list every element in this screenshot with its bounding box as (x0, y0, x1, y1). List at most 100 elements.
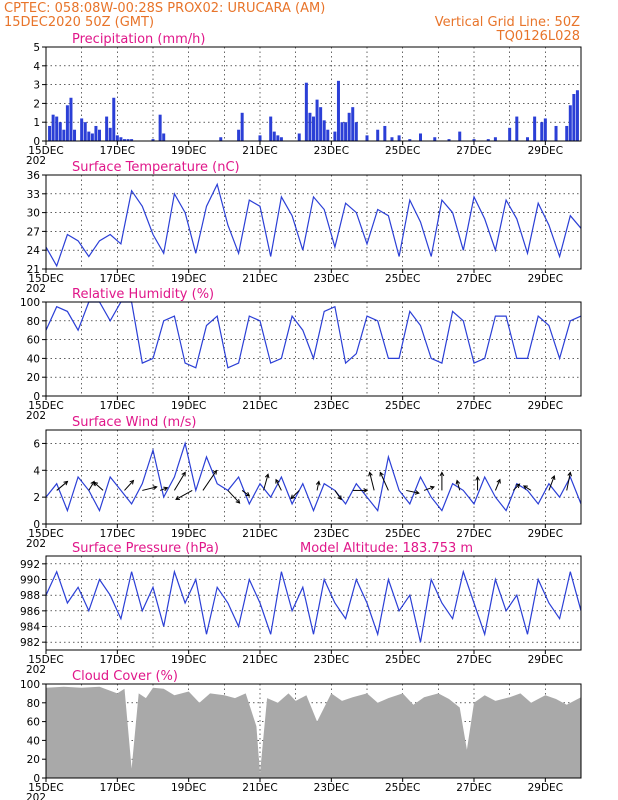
precip-ytick-label: 2 (33, 98, 40, 110)
pressure-xtick-label: 23DEC (314, 654, 349, 666)
cloud-xtick-label: 23DEC (314, 782, 349, 794)
temp-series-line (45, 182, 582, 268)
wind-xtick-label: 17DEC (100, 528, 135, 540)
cloud-ytick-label: 100 (20, 679, 40, 691)
wind-xtick-label: 19DEC (171, 528, 206, 540)
wind-vector-head (264, 473, 270, 479)
wind-panel: 0 2 4 6 15DEC 17DEC 19DEC 21DEC 23DEC 25DEC 27DEC 2… (26, 415, 582, 550)
precip-xtick-label: 27DEC (456, 145, 491, 157)
precip-bar (433, 137, 437, 141)
wind-vector-head (475, 475, 480, 481)
pressure-panel: 982 984 986 988 990 992 15DEC 17DEC 19DEC 21DEC 23… (20, 541, 582, 676)
pressure-ytick-label: 992 (20, 559, 40, 571)
precip-bar (69, 97, 73, 141)
precip-bar (568, 105, 572, 141)
precip-bar (112, 97, 116, 141)
wind-vector (241, 490, 250, 497)
temp-xtick-label: 21DEC (242, 273, 277, 285)
wind-vector (175, 489, 193, 500)
wind-vector-head (455, 479, 461, 485)
wind-vector-head (63, 480, 69, 486)
pressure-ytick-label: 986 (20, 606, 40, 618)
precip-bar (526, 137, 529, 141)
precip-bar (73, 129, 77, 141)
rh-title: Relative Humidity (%) (72, 287, 214, 302)
wind-vector (523, 485, 532, 491)
temp-ytick-label: 27 (27, 226, 40, 238)
cloud-xtick-label: 17DEC (100, 782, 135, 794)
precip-bar (533, 116, 537, 141)
precip-bar (419, 133, 422, 141)
rh-panel: 0 20 40 60 80 100 15DEC 17DEC 19DEC 21DEC 23DEC 25D… (20, 287, 582, 422)
cloud-ytick-label: 80 (27, 698, 40, 710)
wind-frame (45, 429, 582, 525)
precip-bar (508, 127, 512, 141)
rh-xtick-label: 25DEC (385, 400, 420, 412)
wind-vector (566, 472, 571, 491)
precip-bar (58, 122, 62, 141)
wind-vector-head (414, 490, 420, 495)
precip-bar (87, 131, 91, 141)
precip-bar (158, 114, 162, 141)
wind-vector (275, 479, 282, 491)
wind-vector-head (245, 491, 251, 497)
cloud-xtick-label: 19DEC (171, 782, 206, 794)
precip-bar (333, 131, 337, 141)
precip-bar (105, 116, 109, 141)
cloud-xtick-label: 15DEC (28, 782, 63, 794)
wind-vector (56, 481, 68, 491)
temp-ytick-label: 30 (27, 208, 40, 220)
header-grid-line-note: Vertical Grid Line: 50Z (435, 15, 580, 30)
pressure-xtick-label: 25DEC (385, 654, 420, 666)
precip-xtick-label: 29DEC (528, 145, 563, 157)
wind-vector-head (175, 495, 181, 500)
precip-bar (458, 131, 462, 141)
precip-bar (108, 127, 112, 141)
precip-bar (540, 122, 544, 141)
wind-xtick-label: 27DEC (456, 528, 491, 540)
wind-vector (290, 490, 300, 499)
pressure-year-fragment: 202 (26, 664, 46, 676)
pressure-ytick-label: 988 (20, 590, 40, 602)
precip-bar (258, 135, 262, 141)
precip-bar (408, 139, 412, 141)
wind-vector (512, 483, 520, 491)
precip-xtick-label: 23DEC (314, 145, 349, 157)
precip-bar (269, 116, 273, 141)
header-init-time: 15DEC2020 50Z (GMT) (4, 15, 154, 30)
temp-xtick-label: 17DEC (100, 273, 135, 285)
rh-xtick-label: 19DEC (171, 400, 206, 412)
wind-vector-head (439, 471, 445, 477)
precip-bar (319, 107, 323, 141)
precip-bar (315, 99, 319, 141)
precip-bar (297, 133, 301, 141)
rh-ytick-label: 80 (27, 316, 40, 328)
precip-bar (130, 139, 134, 141)
pressure-xtick-label: 19DEC (171, 654, 206, 666)
precip-bar (572, 94, 576, 141)
precip-bar (126, 139, 130, 141)
wind-vector (227, 490, 240, 504)
precip-xtick-label: 21DEC (242, 145, 277, 157)
rh-ytick-label: 20 (27, 372, 40, 384)
precip-bar (98, 129, 101, 141)
cloud-ytick-label: 40 (27, 735, 40, 747)
pressure-xtick-label: 29DEC (528, 654, 563, 666)
pressure-xtick-label: 15DEC (28, 654, 63, 666)
precip-bar (48, 125, 52, 141)
precip-bar (390, 137, 394, 141)
temp-year-fragment: 202 (26, 283, 46, 295)
rh-xtick-label: 17DEC (100, 400, 135, 412)
precip-panel: 0 1 2 3 4 5 15DEC 17DEC 19DEC 21DEC 23DEC 25DEC 27DE… (26, 32, 582, 167)
wind-vector (159, 487, 168, 491)
wind-ytick-label: 6 (33, 438, 40, 450)
pressure-subtitle: Model Altitude: 183.753 m (300, 541, 473, 556)
precip-ytick-label: 3 (33, 80, 40, 92)
precip-ytick-label: 5 (33, 42, 40, 54)
wind-vector-head (429, 485, 435, 491)
precip-bar (351, 107, 355, 141)
precip-bar (237, 129, 241, 141)
precip-bar (308, 112, 312, 141)
precip-bar (151, 139, 155, 141)
precip-frame (45, 46, 582, 142)
